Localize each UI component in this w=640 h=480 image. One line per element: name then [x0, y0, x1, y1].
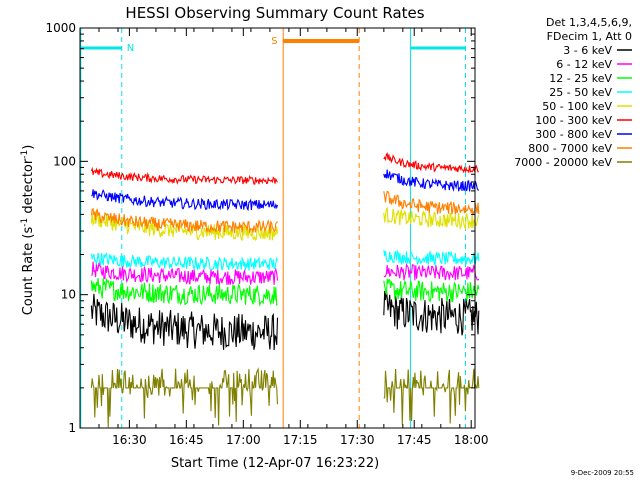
night-label: N — [127, 43, 134, 54]
y-tick-label: 10 — [61, 288, 76, 302]
series-800-7000-kev-segment-2 — [383, 190, 480, 216]
series-7000-20000-kev-segment-1 — [90, 367, 279, 428]
y-tick-label: 100 — [53, 154, 76, 168]
series-12-25-kev-segment-2 — [383, 278, 480, 303]
series-12-25-kev-segment-1 — [90, 277, 278, 307]
series-3-6-kev-segment-1 — [90, 293, 279, 351]
timestamp: 9-Dec-2009 20:55 — [571, 469, 634, 477]
y-axis-label-group: Count Rate (s-1 detector-1) — [20, 145, 36, 316]
y-axis-label: Count Rate (s-1 detector-1) — [20, 145, 36, 316]
series-50-100-kev-segment-1 — [90, 211, 279, 242]
legend-label-50-100-kev: 50 - 100 keV — [542, 100, 612, 113]
x-tick-label: 16:45 — [169, 433, 204, 447]
series-25-50-kev-segment-1 — [90, 252, 279, 272]
series-100-300-kev-segment-2 — [383, 152, 479, 174]
legend-header-line-1: Det 1,3,4,5,6,9, — [546, 16, 632, 29]
x-tick-label: 17:30 — [340, 433, 375, 447]
x-tick-label: 17:15 — [283, 433, 318, 447]
series-800-7000-kev-segment-1 — [90, 207, 278, 234]
legend-label-800-7000-kev: 800 - 7000 keV — [528, 142, 612, 155]
series-50-100-kev-segment-2 — [383, 206, 480, 231]
series-300-800-kev-segment-2 — [383, 169, 479, 192]
series-6-12-kev-segment-2 — [383, 262, 480, 281]
legend-label-25-50-kev: 25 - 50 keV — [549, 86, 612, 99]
x-tick-label: 16:30 — [112, 433, 147, 447]
legend-label-6-12-kev: 6 - 12 keV — [556, 58, 612, 71]
x-tick-label: 18:00 — [454, 433, 489, 447]
legend-label-100-300-kev: 100 - 300 keV — [535, 114, 612, 127]
saa-label: S — [271, 36, 277, 47]
legend-header-line-2: FDecim 1, Att 0 — [547, 30, 632, 43]
legend-label-300-800-kev: 300 - 800 keV — [535, 128, 612, 141]
series-3-6-kev-segment-2 — [383, 290, 480, 336]
series-100-300-kev-segment-1 — [90, 166, 278, 185]
x-tick-label: 17:45 — [397, 433, 432, 447]
series-25-50-kev-segment-2 — [383, 249, 480, 267]
series-300-800-kev-segment-1 — [91, 188, 279, 212]
series-6-12-kev-segment-1 — [91, 261, 279, 286]
legend-label-12-25-kev: 12 - 25 keV — [549, 72, 612, 85]
y-tick-label: 1000 — [45, 21, 76, 35]
legend-label-3-6-kev: 3 - 6 keV — [563, 44, 612, 57]
plot-frame — [79, 27, 476, 429]
legend-label-7000-20000-kev: 7000 - 20000 keV — [514, 156, 612, 169]
series-7000-20000-kev-segment-2 — [383, 368, 480, 425]
legend: Det 1,3,4,5,6,9, FDecim 1, Att 0 3 - 6 k… — [514, 16, 632, 169]
x-tick-label: 17:00 — [226, 433, 261, 447]
y-tick-label: 1 — [68, 421, 76, 435]
plot-area: N S 16:30 16:45 17:00 17:15 17:30 17:45 18:00 1 10… — [45, 21, 488, 447]
chart-title: HESSI Observing Summary Count Rates — [125, 4, 424, 22]
x-axis-label: Start Time (12-Apr-07 16:23:22) — [171, 456, 379, 471]
